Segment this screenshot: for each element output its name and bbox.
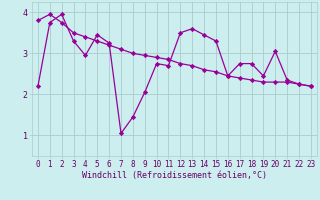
X-axis label: Windchill (Refroidissement éolien,°C): Windchill (Refroidissement éolien,°C): [82, 171, 267, 180]
